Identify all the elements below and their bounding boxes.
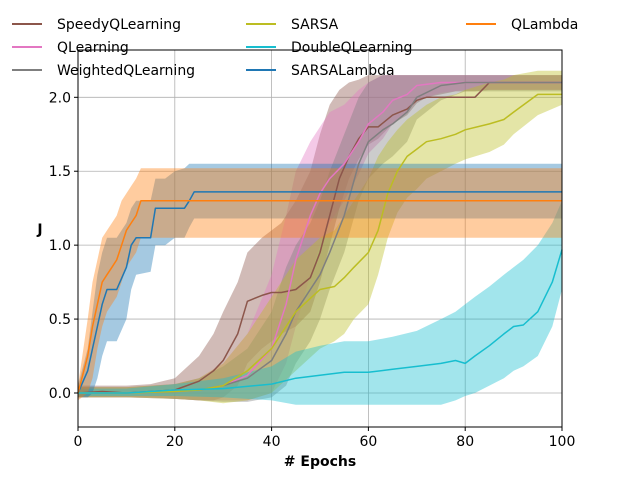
- y-tick-label: 0.0: [49, 386, 71, 402]
- series-lines: [77, 81, 563, 394]
- legend-label: DoubleQLearning: [291, 40, 412, 56]
- y-axis-ticks: 0.0 0.5 1.0 1.5 2.0: [49, 90, 78, 402]
- x-tick-label: 0: [74, 434, 83, 450]
- line-speedyqlearning: [77, 81, 562, 394]
- x-tick-label: 80: [456, 434, 474, 450]
- band-doubleqlearning: [78, 200, 562, 405]
- y-tick-label: 1.0: [49, 238, 71, 254]
- legend-entry-doubleqlearning: DoubleQLearning: [246, 40, 412, 56]
- line-doubleqlearning: [78, 249, 563, 394]
- legend-entry-speedyqlearning: SpeedyQLearning: [12, 17, 181, 33]
- y-tick-label: 1.5: [49, 164, 71, 180]
- y-tick-label: 0.5: [49, 312, 71, 328]
- legend-label: WeightedQLearning: [57, 63, 195, 79]
- line-qlambda: [77, 200, 562, 394]
- legend-label: QLearning: [57, 40, 129, 56]
- line-sarsalambda: [77, 191, 562, 394]
- legend-entry-weightedqlearning: WeightedQLearning: [12, 63, 195, 79]
- legend-label: SARSALambda: [291, 63, 395, 79]
- legend: SpeedyQLearning QLearning WeightedQLearnin…: [12, 17, 578, 79]
- legend-entry-sarsa: SARSA: [246, 17, 339, 33]
- plot-frame: [77, 49, 563, 428]
- band-qlambda: [78, 168, 562, 401]
- legend-label: SARSA: [291, 17, 339, 33]
- x-tick-label: 40: [263, 434, 281, 450]
- confidence-bands: [78, 70, 562, 405]
- x-tick-label: 60: [359, 434, 377, 450]
- x-axis-ticks: 0 20 40 60 80 100: [74, 427, 576, 450]
- band-weightedqlearning: [78, 75, 562, 402]
- band-speedyqlearning: [78, 75, 562, 401]
- legend-entry-qlambda: QLambda: [466, 17, 578, 33]
- x-tick-label: 100: [549, 434, 576, 450]
- x-tick-label: 20: [166, 434, 184, 450]
- band-sarsa: [78, 70, 562, 404]
- band-sarsalambda: [78, 163, 562, 398]
- x-axis-label: # Epochs: [284, 454, 356, 470]
- line-sarsa: [78, 93, 562, 394]
- y-axis-label: J: [36, 222, 42, 238]
- legend-entry-qlearning: QLearning: [12, 40, 129, 56]
- band-qlearning: [78, 75, 562, 401]
- legend-label: QLambda: [511, 17, 578, 33]
- legend-entry-sarsalambda: SARSALambda: [246, 63, 395, 79]
- y-tick-label: 2.0: [49, 90, 71, 106]
- legend-label: SpeedyQLearning: [57, 17, 181, 33]
